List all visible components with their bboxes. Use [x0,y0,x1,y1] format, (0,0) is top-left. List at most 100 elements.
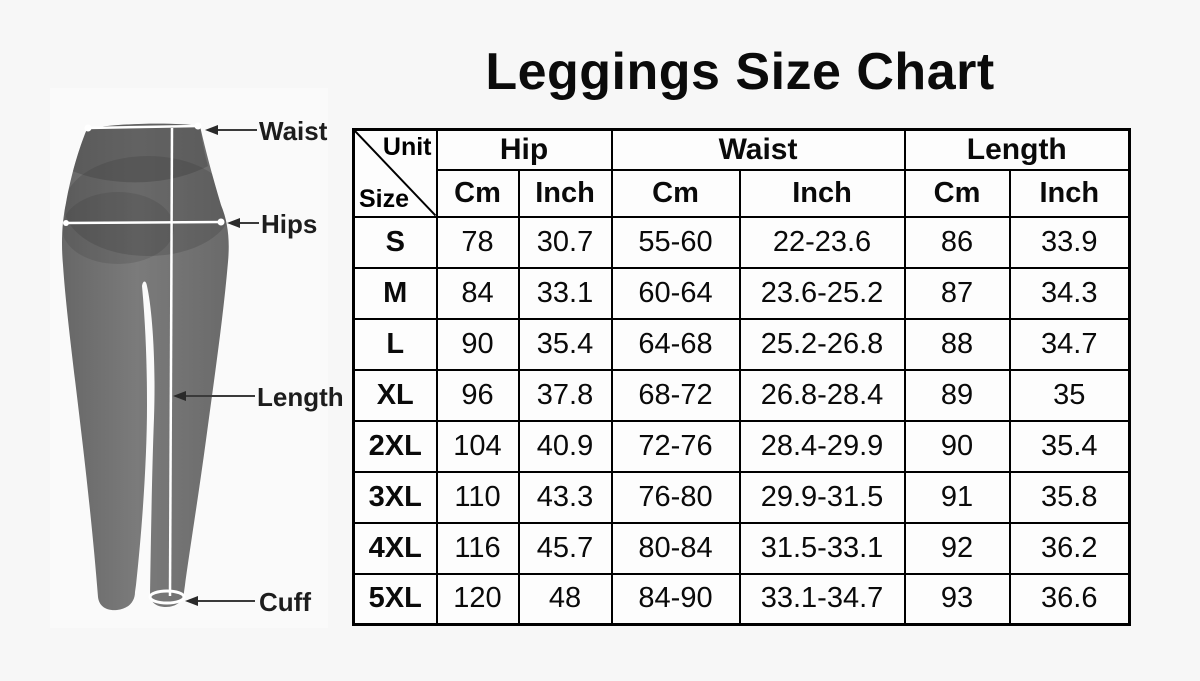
cuff-arrow-left-icon [185,596,198,606]
value-cell: 45.7 [517,521,613,575]
measurement-lines [63,124,223,605]
corner-diagonal-line [355,131,435,215]
value-cell: 29.9-31.5 [738,470,906,524]
corner-cell: Unit Size [352,128,438,218]
value-cell: 84 [435,266,520,320]
value-cell: 60-64 [610,266,741,320]
table-row: 3XL 110 43.3 76-80 29.9-31.5 91 35.8 [352,470,1131,524]
table-row: S 78 30.7 55-60 22-23.6 86 33.9 [352,215,1131,269]
value-cell: 28.4-29.9 [738,419,906,473]
value-cell: 36.2 [1008,521,1131,575]
table-row: M 84 33.1 60-64 23.6-25.2 87 34.3 [352,266,1131,320]
value-cell: 91 [903,470,1011,524]
value-cell: 33.1-34.7 [738,572,906,626]
value-cell: 43.3 [517,470,613,524]
waist-arrow-left-icon [205,125,218,135]
unit-header-hip-cm: Cm [435,168,520,218]
arrow-heads [173,125,240,606]
value-cell: 87 [903,266,1011,320]
page-title: Leggings Size Chart [485,43,995,101]
measure-endpoints [63,122,225,226]
diagram-label-waist: Waist [259,116,328,146]
cuff-measure-ellipse [148,589,186,605]
value-cell: 80-84 [610,521,741,575]
unit-header-hip-inch: Inch [517,168,613,218]
value-cell: 93 [903,572,1011,626]
unit-header-length-inch: Inch [1008,168,1131,218]
table-row: 2XL 104 40.9 72-76 28.4-29.9 90 35.4 [352,419,1131,473]
value-cell: 23.6-25.2 [738,266,906,320]
hips-arrow-left-icon [227,218,240,228]
value-cell: 30.7 [517,215,613,269]
size-table: Unit Size Hip Waist Length Cm Inch Cm In… [352,128,1132,626]
value-cell: 36.6 [1008,572,1131,626]
value-cell: 110 [435,470,520,524]
value-cell: 88 [903,317,1011,371]
value-cell: 89 [903,368,1011,422]
table-row: L 90 35.4 64-68 25.2-26.8 88 34.7 [352,317,1131,371]
length-measure-line [168,127,174,597]
corner-unit-label: Unit [382,133,432,161]
length-arrow-left-icon [173,391,186,401]
value-cell: 33.9 [1008,215,1131,269]
value-cell: 84-90 [610,572,741,626]
group-header-row: Unit Size Hip Waist Length [352,128,1131,218]
unit-header-waist-inch: Inch [738,168,906,218]
callout-arrows [183,129,259,602]
value-cell: 78 [435,215,520,269]
size-cell: 2XL [352,419,438,473]
group-header-length: Length [903,128,1131,171]
leggings-silhouette [62,123,229,611]
diagram-label-cuff: Cuff [259,587,311,617]
value-cell: 86 [903,215,1011,269]
group-header-hip: Hip [435,128,613,171]
value-cell: 35.8 [1008,470,1131,524]
value-cell: 68-72 [610,368,741,422]
value-cell: 116 [435,521,520,575]
value-cell: 76-80 [610,470,741,524]
value-cell: 48 [517,572,613,626]
leggings-diagram: Waist Hips Length Cuff [0,0,345,681]
waist-measure-line [86,124,200,130]
leggings-shading [62,123,229,264]
value-cell: 90 [435,317,520,371]
corner-size-label: Size [359,184,410,213]
size-cell: 3XL [352,470,438,524]
value-cell: 104 [435,419,520,473]
size-cell: 4XL [352,521,438,575]
group-header-waist: Waist [610,128,906,171]
value-cell: 35 [1008,368,1131,422]
value-cell: 55-60 [610,215,741,269]
value-cell: 33.1 [517,266,613,320]
value-cell: 96 [435,368,520,422]
size-cell: L [352,317,438,371]
size-cell: S [352,215,438,269]
value-cell: 22-23.6 [738,215,906,269]
value-cell: 35.4 [1008,419,1131,473]
unit-header-waist-cm: Cm [610,168,741,218]
unit-header-row: Cm Inch Cm Inch Cm Inch [354,168,1131,218]
value-cell: 26.8-28.4 [738,368,906,422]
table-row: XL 96 37.8 68-72 26.8-28.4 89 35 [352,368,1131,422]
size-cell: XL [352,368,438,422]
value-cell: 120 [435,572,520,626]
value-cell: 31.5-33.1 [738,521,906,575]
value-cell: 64-68 [610,317,741,371]
value-cell: 92 [903,521,1011,575]
value-cell: 90 [903,419,1011,473]
value-cell: 35.4 [517,317,613,371]
table-row: 4XL 116 45.7 80-84 31.5-33.1 92 36.2 [352,521,1131,575]
leggings-illustration: Waist Hips Length Cuff [50,88,344,628]
diagram-label-hips: Hips [261,209,317,239]
size-cell: 5XL [352,572,438,626]
hips-measure-line [63,220,223,225]
value-cell: 37.8 [517,368,613,422]
unit-header-length-cm: Cm [903,168,1011,218]
table-row: 5XL 120 48 84-90 33.1-34.7 93 36.6 [352,572,1131,626]
value-cell: 40.9 [517,419,613,473]
value-cell: 25.2-26.8 [738,317,906,371]
value-cell: 72-76 [610,419,741,473]
size-cell: M [352,266,438,320]
value-cell: 34.3 [1008,266,1131,320]
